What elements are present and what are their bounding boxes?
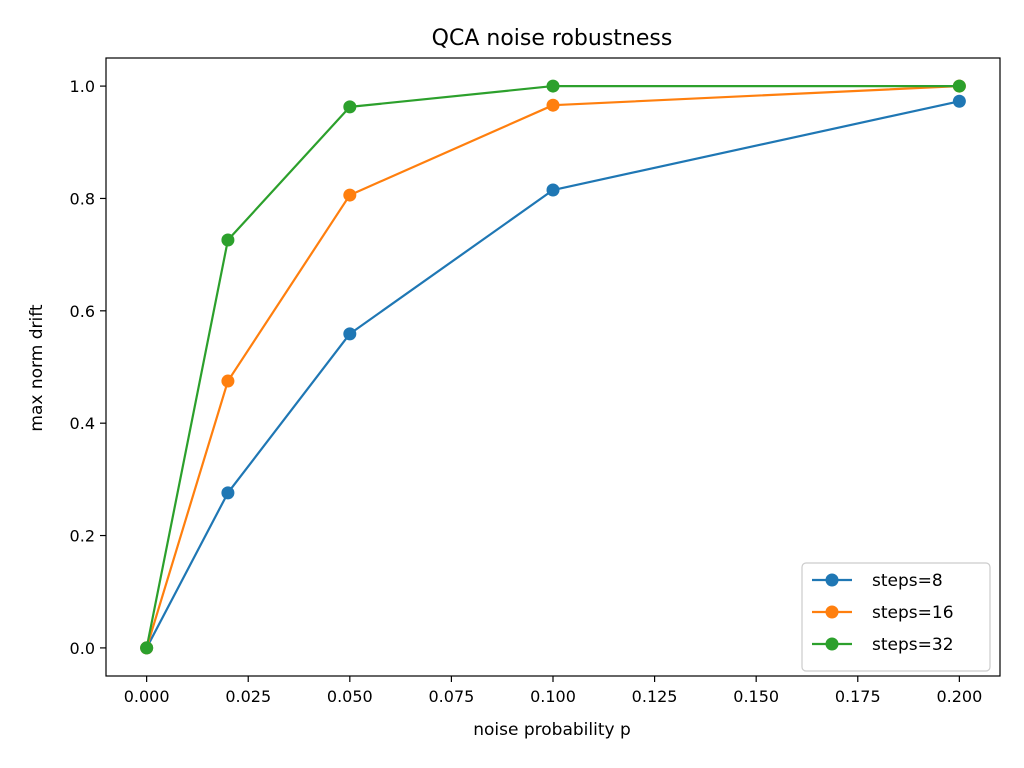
data-point-0-4 [952,94,966,108]
x-tick-label: 0.050 [327,687,373,706]
data-point-2-1 [221,233,235,247]
x-axis-label: noise probability p [473,720,631,740]
data-point-2-0 [140,641,154,655]
x-tick-label: 0.175 [835,687,881,706]
data-point-0-1 [221,486,235,500]
x-tick-label: 0.075 [429,687,475,706]
x-tick-label: 0.125 [632,687,678,706]
data-point-1-2 [343,188,357,202]
x-tick-label: 0.100 [530,687,576,706]
y-tick-label: 0.0 [70,639,95,658]
x-tick-label: 0.150 [733,687,779,706]
legend-label-1: steps=16 [872,603,954,623]
legend-marker-2 [825,637,839,651]
y-tick-label: 0.6 [70,302,95,321]
y-tick-label: 0.8 [70,189,95,208]
x-tick-label: 0.025 [225,687,271,706]
legend: steps=8 steps=16 steps=32 [801,562,991,672]
data-point-1-1 [221,374,235,388]
legend-label-0: steps=8 [872,571,943,591]
data-point-2-3 [546,79,560,93]
data-point-2-4 [952,79,966,93]
data-point-1-3 [546,98,560,112]
x-tick-label: 0.200 [936,687,982,706]
legend-marker-1 [825,605,839,619]
data-point-0-3 [546,183,560,197]
chart-title: QCA noise robustness [432,26,673,51]
data-point-2-2 [343,100,357,114]
legend-label-2: steps=32 [872,635,954,655]
x-tick-label: 0.000 [124,687,170,706]
legend-marker-0 [825,573,839,587]
y-tick-label: 0.2 [70,527,95,546]
y-axis-label: max norm drift [27,304,47,431]
plot-area: 0.000 0.025 0.050 0.075 0.100 0.125 0.150 0.175… [70,57,1001,706]
data-point-0-2 [343,327,357,341]
y-tick-label: 0.4 [70,414,95,433]
y-tick-label: 1.0 [70,77,95,96]
